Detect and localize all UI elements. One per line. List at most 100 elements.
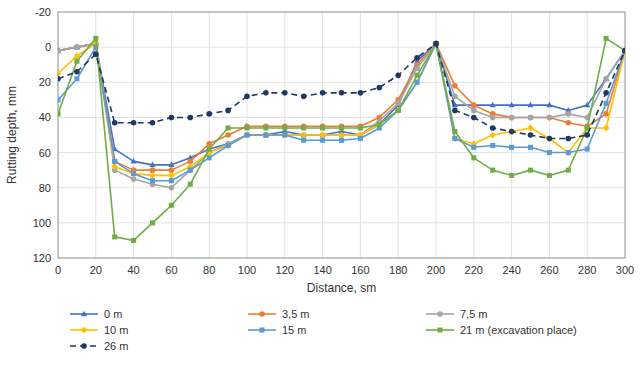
legend-marker: [437, 327, 442, 332]
point: [58, 70, 61, 77]
point: [396, 108, 401, 113]
point: [603, 76, 609, 82]
point: [58, 47, 61, 53]
point: [188, 182, 193, 187]
point: [282, 132, 288, 138]
point: [603, 125, 610, 132]
point: [169, 178, 174, 183]
point: [527, 125, 534, 132]
y-tick-label: 60: [39, 147, 51, 159]
point: [74, 44, 80, 50]
series: [58, 41, 625, 173]
legend: 0 m3,5 m7,5 m10 m15 m21 m (excavation pl…: [70, 308, 577, 352]
x-tick-label: 240: [502, 264, 520, 276]
point: [112, 159, 118, 165]
point: [528, 115, 534, 121]
point: [244, 132, 250, 138]
point: [414, 65, 420, 71]
point: [263, 125, 268, 130]
point: [471, 155, 476, 160]
point: [396, 108, 401, 113]
legend-marker: [81, 343, 87, 349]
point: [433, 41, 439, 47]
point: [547, 136, 553, 142]
x-grid-line: [133, 12, 134, 258]
point: [300, 132, 307, 139]
point: [358, 125, 363, 130]
legend-marker: [81, 311, 87, 317]
point: [225, 108, 231, 114]
series: [58, 40, 625, 167]
point: [130, 170, 137, 177]
point: [377, 85, 383, 91]
point: [471, 102, 477, 108]
x-tick-label: 260: [540, 264, 558, 276]
point: [603, 90, 609, 96]
point: [452, 83, 458, 89]
point: [377, 122, 382, 127]
point: [547, 115, 553, 121]
point: [433, 41, 438, 46]
y-grid-line: [58, 82, 625, 83]
point: [528, 132, 534, 138]
point: [509, 129, 515, 135]
point: [74, 76, 79, 81]
series-line: [58, 44, 625, 176]
series: [58, 40, 625, 179]
point: [74, 69, 80, 75]
point: [319, 132, 326, 139]
y-tick-label: 120: [33, 252, 51, 264]
point: [339, 125, 344, 130]
point: [301, 125, 306, 130]
point: [74, 59, 79, 64]
point: [452, 135, 459, 142]
point: [604, 36, 609, 41]
point: [509, 115, 515, 121]
point: [433, 41, 439, 47]
x-grid-line: [209, 12, 210, 258]
chart: -200204060801001200204060801001201401601…: [0, 0, 641, 366]
point: [565, 149, 572, 156]
x-grid-line: [398, 12, 399, 258]
point: [433, 41, 439, 47]
point: [111, 163, 118, 170]
series-line: [58, 44, 625, 181]
x-grid-line: [473, 12, 474, 258]
point: [244, 132, 251, 139]
x-tick-label: 40: [127, 264, 139, 276]
point: [301, 132, 307, 138]
x-tick-label: 80: [203, 264, 215, 276]
point: [415, 73, 420, 78]
point: [547, 115, 553, 121]
point: [150, 178, 155, 183]
point: [528, 145, 533, 150]
point: [584, 132, 590, 138]
point: [206, 146, 212, 152]
x-tick-label: 60: [165, 264, 177, 276]
series: [58, 36, 625, 243]
point: [301, 94, 307, 100]
point: [622, 48, 625, 53]
point: [509, 102, 515, 108]
point: [376, 121, 382, 127]
point: [131, 171, 136, 176]
x-tick-label: 160: [351, 264, 369, 276]
y-tick-label: 40: [39, 111, 51, 123]
x-tick-label: 20: [90, 264, 102, 276]
point: [546, 135, 553, 142]
point: [263, 132, 270, 139]
point: [206, 111, 212, 117]
legend-marker: [259, 327, 264, 332]
legend-label: 3,5 m: [282, 308, 310, 320]
point: [58, 48, 61, 54]
point: [320, 138, 325, 143]
legend-marker: [81, 327, 88, 334]
point: [527, 102, 533, 108]
point: [188, 168, 193, 173]
point: [225, 142, 232, 149]
y-tick-label: -20: [35, 6, 51, 18]
point: [452, 94, 458, 100]
point: [188, 167, 194, 173]
point: [58, 48, 61, 54]
point: [282, 125, 287, 130]
